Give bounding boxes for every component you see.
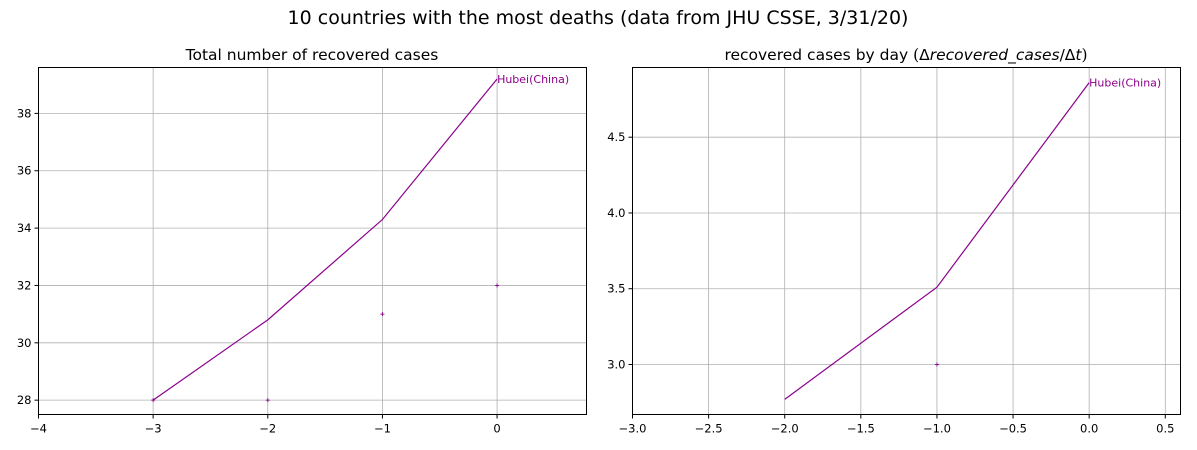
left-chart-title: Total number of recovered cases [185, 46, 439, 64]
right-chart: recovered cases by day (Δrecovered_cases… [607, 46, 1181, 436]
right-chart-xtick-label: −2.5 [695, 422, 723, 436]
right-chart-annotation: Hubei(China) [1089, 77, 1161, 90]
right-chart-ticks: −3.0 −2.5 −2.0 −1.5 −1.0 −0.5 0.0 0.5 3.0 3.5 4.0 4… [607, 130, 1174, 435]
left-chart-ytick-label: 30 [17, 336, 32, 350]
left-chart-xtick-label: 0 [493, 422, 500, 436]
left-chart: Total number of recovered cases Hubei(Ch… [17, 46, 587, 436]
right-chart-xtick-label: −3.0 [619, 422, 647, 436]
right-chart-xtick-label: −0.5 [999, 422, 1027, 436]
right-chart-ytick-label: 3.5 [607, 282, 625, 296]
left-chart-ytick-label: 28 [17, 393, 32, 407]
right-chart-series-point [934, 362, 939, 367]
right-chart-xtick-label: −2.0 [771, 422, 799, 436]
right-chart-data: Hubei(China) [784, 77, 1161, 400]
figure-suptitle: 10 countries with the most deaths (data … [288, 7, 909, 29]
right-chart-series-line [784, 82, 1090, 400]
right-chart-xtick-label: −1.5 [847, 422, 875, 436]
left-chart-ytick-label: 34 [17, 221, 32, 235]
left-chart-frame [38, 67, 587, 415]
left-chart-ytick-label: 38 [17, 106, 32, 120]
right-chart-title: recovered cases by day (Δrecovered_cases… [724, 46, 1087, 65]
left-chart-series-line [152, 78, 498, 401]
right-chart-grid [632, 67, 1181, 415]
right-chart-xtick-label: 0.5 [1156, 422, 1174, 436]
right-chart-xtick-label: 0.0 [1080, 422, 1098, 436]
left-chart-xtick-label: −1 [374, 422, 391, 436]
left-chart-ytick-label: 36 [17, 164, 32, 178]
left-chart-xtick-label: −4 [30, 422, 47, 436]
left-chart-data: Hubei(China) [151, 73, 569, 403]
left-chart-xtick-label: −2 [259, 422, 276, 436]
left-chart-xtick-label: −3 [145, 422, 162, 436]
left-chart-grid [38, 67, 587, 415]
left-chart-ticks: −4 −3 −2 −1 0 28 30 32 34 36 38 [17, 106, 501, 435]
left-chart-series-point [380, 312, 385, 317]
right-chart-frame [632, 67, 1181, 415]
left-chart-ytick-label: 32 [17, 278, 32, 292]
right-chart-xtick-label: −1.0 [923, 422, 951, 436]
right-chart-ytick-label: 3.0 [607, 357, 625, 371]
right-chart-ytick-label: 4.0 [607, 206, 625, 220]
right-chart-ytick-label: 4.5 [607, 130, 625, 144]
left-chart-series-point [265, 398, 270, 403]
left-chart-annotation: Hubei(China) [497, 73, 569, 86]
left-chart-series-point [495, 283, 500, 288]
left-chart-series-point [151, 398, 156, 403]
